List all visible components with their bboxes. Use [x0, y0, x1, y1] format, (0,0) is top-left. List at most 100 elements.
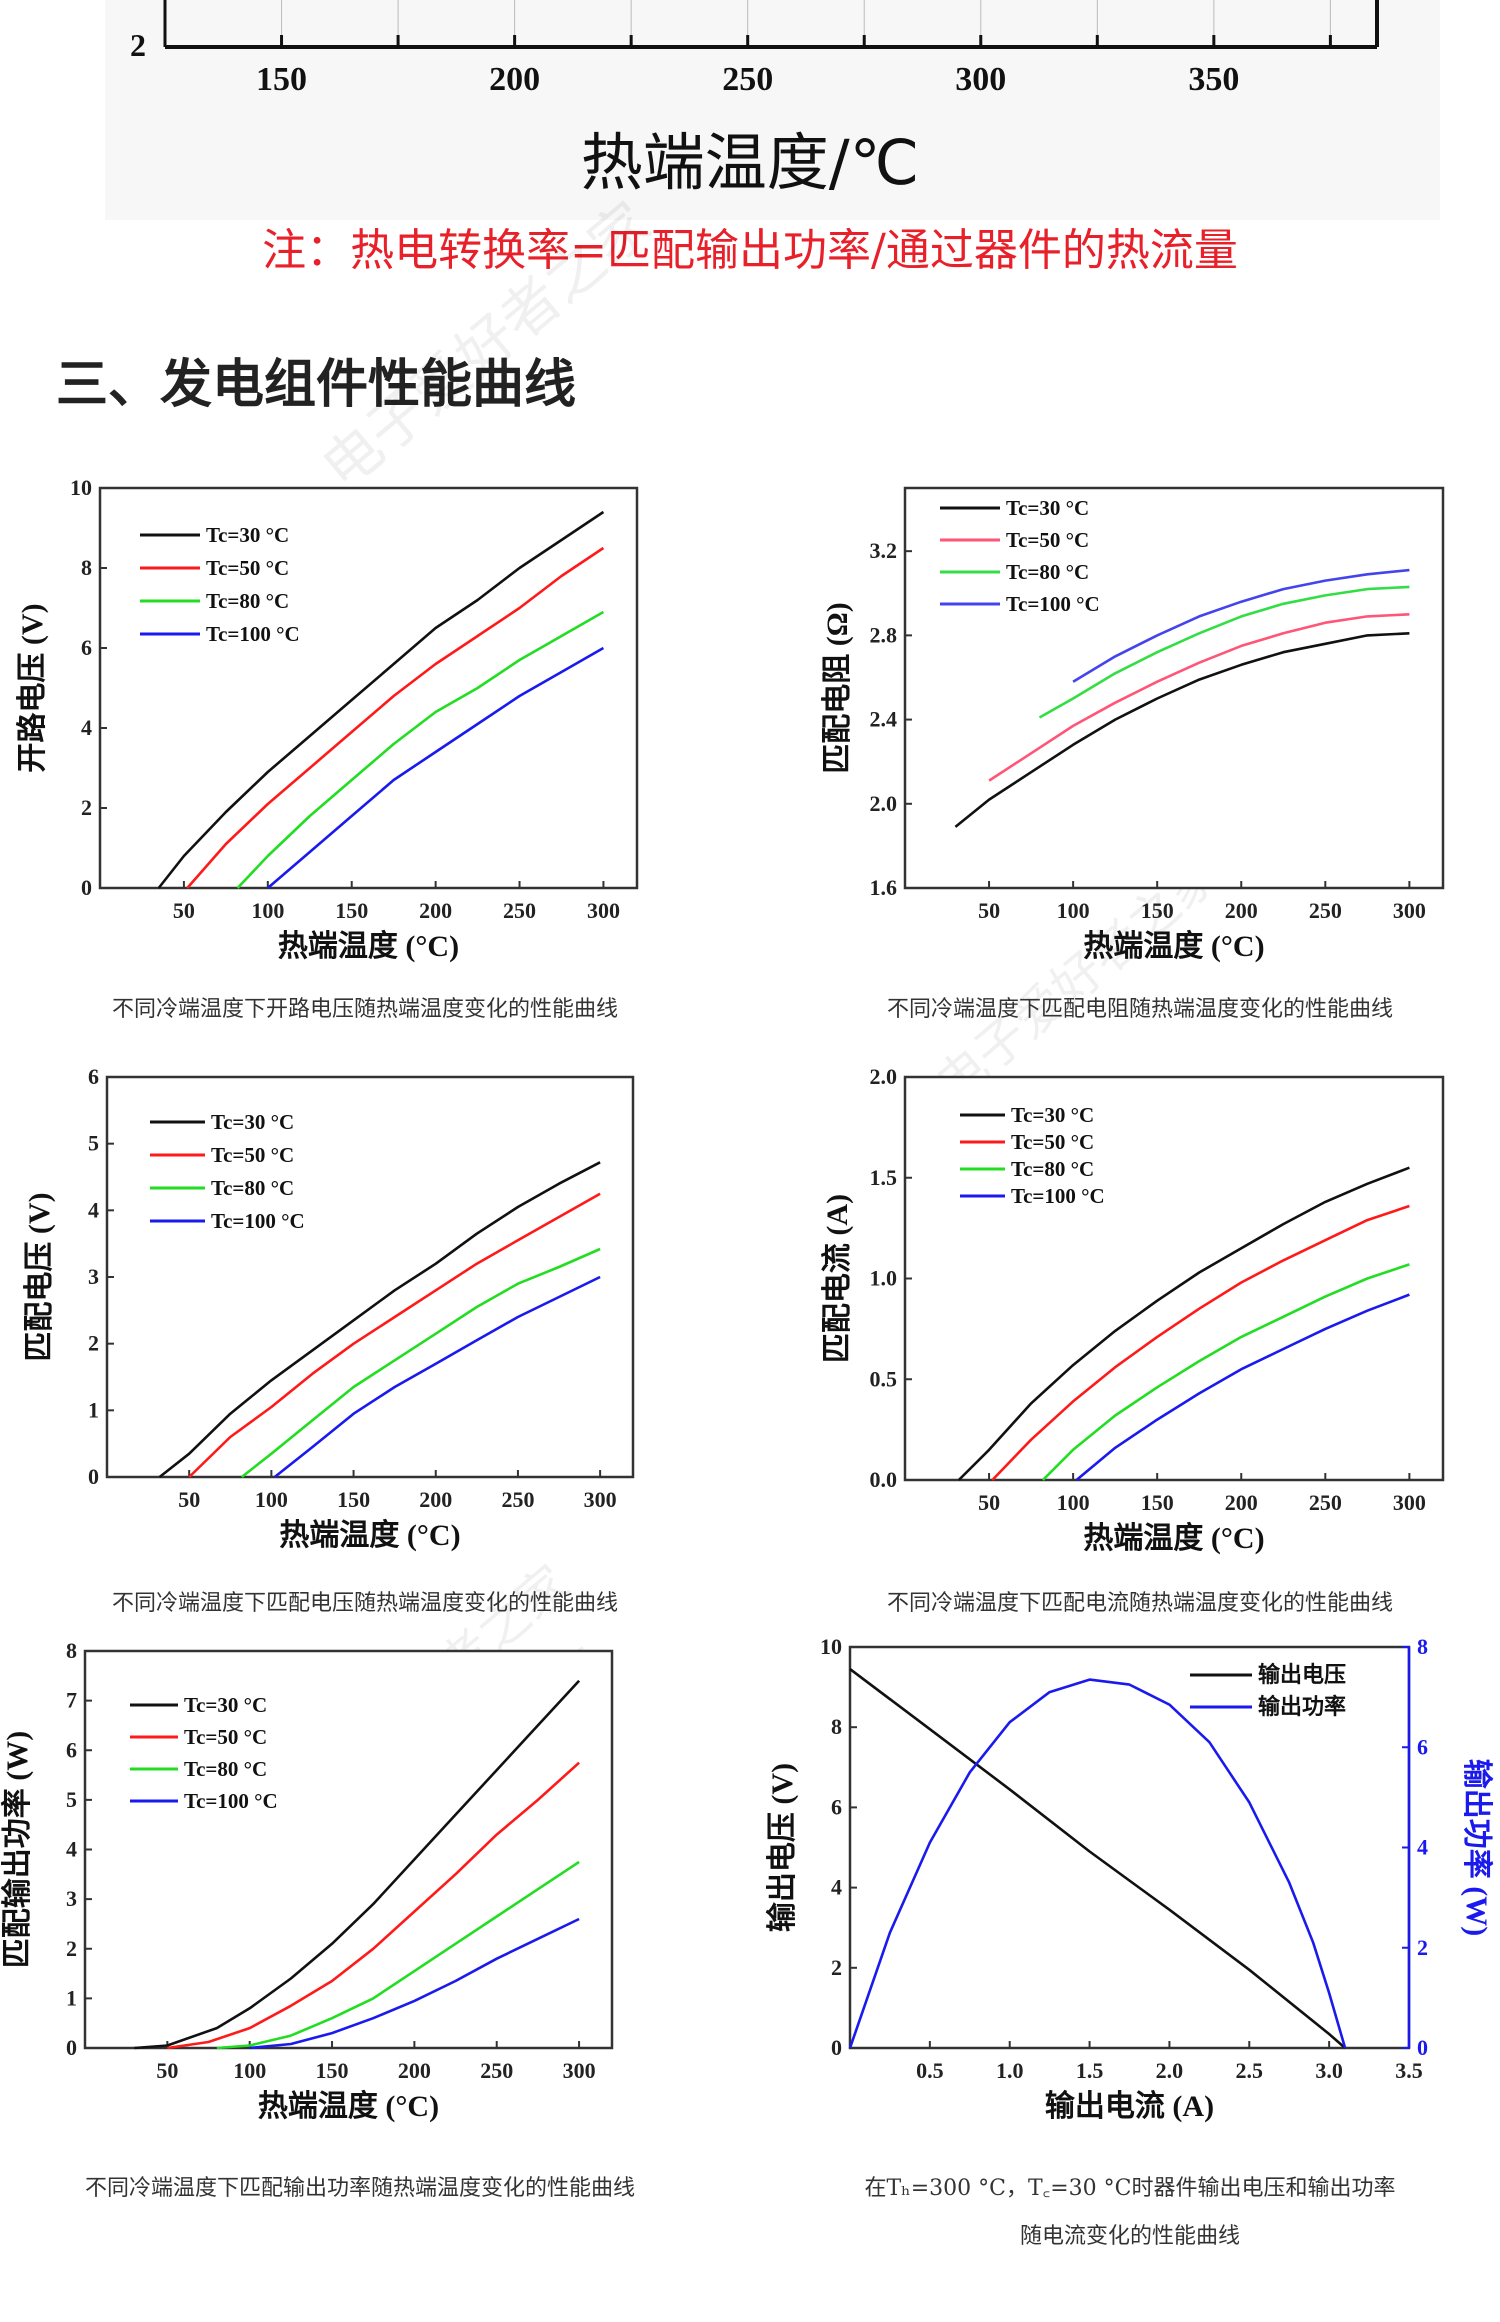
caption-chart-matched-power: 不同冷端温度下匹配输出功率随热端温度变化的性能曲线: [84, 2176, 635, 2201]
x-tick-label: 50: [978, 1490, 1000, 1515]
y-tick-label: 7: [66, 1688, 77, 1713]
y-tick-label: 4: [88, 1197, 99, 1222]
x-tick-label: 300: [584, 1487, 617, 1512]
legend-label: 输出功率: [1258, 1694, 1346, 1719]
y-tick-label: 10: [70, 475, 92, 500]
x-tick-label: 300: [1393, 1490, 1426, 1515]
series-line: [954, 632, 1410, 828]
y-tick-label: 6: [66, 1737, 77, 1762]
series-line: [167, 1761, 580, 2050]
x-tick-label: 100: [1057, 1490, 1090, 1515]
series-line: [240, 1247, 601, 1479]
x-tick-label: 50: [173, 898, 195, 923]
legend-label: Tc=30 °C: [211, 1110, 294, 1134]
y-tick-label: 0: [66, 2035, 77, 2060]
y-tick-label: 2: [81, 795, 92, 820]
x-tick-label: 200: [489, 61, 540, 98]
y2-tick-label: 4: [1417, 1835, 1428, 1860]
series-line: [216, 1860, 580, 2050]
x-tick-label: 200: [1225, 1490, 1258, 1515]
series-line: [1041, 1263, 1410, 1481]
legend-label: Tc=50 °C: [1006, 528, 1089, 552]
y-tick-label: 3.2: [870, 538, 898, 563]
x-tick-label: 200: [1225, 898, 1258, 923]
x-tick-label: 300: [587, 898, 620, 923]
efficiency-note: 注：热电转换率=匹配输出功率/通过器件的热流量: [262, 225, 1238, 276]
plot-frame: [903, 486, 1445, 890]
x-tick-label: 350: [1188, 61, 1239, 98]
y-tick-label: 2: [88, 1331, 99, 1356]
legend-label: Tc=30 °C: [206, 523, 289, 547]
y-tick-label: 2.8: [870, 622, 898, 647]
x-tick-label: 200: [419, 1487, 452, 1512]
y-axis-title: 输出电压 (V): [766, 1763, 799, 1932]
legend-label: Tc=30 °C: [1006, 496, 1089, 520]
series-line: [249, 1917, 580, 2050]
x-axis-title: 热端温度 (°C): [1083, 1522, 1264, 1555]
y2-tick-label: 0: [1417, 2035, 1428, 2060]
series-line: [186, 546, 605, 889]
y-tick-label: 4: [66, 1837, 77, 1862]
y-tick-label: 0.5: [870, 1366, 898, 1391]
y-tick-label: 4: [81, 715, 92, 740]
legend-label: Tc=50 °C: [206, 556, 289, 580]
y-tick-label: 2.0: [870, 791, 898, 816]
y2-tick-label: 6: [1417, 1734, 1428, 1759]
y-tick-label: 0: [88, 1464, 99, 1489]
y-tick-label: 8: [66, 1638, 77, 1663]
legend-label: Tc=80 °C: [1006, 560, 1089, 584]
series-line: [236, 610, 605, 889]
y2-tick-label: 2: [1417, 1935, 1428, 1960]
legend-label: Tc=50 °C: [184, 1725, 267, 1749]
legend-label: Tc=30 °C: [184, 1693, 267, 1717]
series-line: [273, 1275, 601, 1479]
plot-frame: [83, 1649, 614, 2050]
legend-label: Tc=80 °C: [1011, 1157, 1094, 1181]
x-tick-label: 150: [335, 898, 368, 923]
x-tick-label: 250: [722, 61, 773, 98]
legend-label: Tc=100 °C: [211, 1209, 305, 1233]
plot-frame: [98, 486, 639, 890]
series-line: [134, 1679, 581, 2050]
y-tick-label: 0: [81, 875, 92, 900]
y-tick-label: 10: [820, 1634, 842, 1659]
caption-chart-matched-voltage: 不同冷端温度下匹配电压随热端温度变化的性能曲线: [111, 1591, 618, 1616]
legend-label: Tc=80 °C: [184, 1757, 267, 1781]
x-tick-label: 2.0: [1156, 2058, 1184, 2083]
x-tick-label: 0.5: [916, 2058, 944, 2083]
y-tick-label: 1: [66, 1985, 77, 2010]
y-tick-label: 1.5: [870, 1165, 898, 1190]
y-tick-label: 2: [831, 1955, 842, 1980]
previous-chart-x-title: 热端温度/℃: [580, 126, 920, 199]
x-tick-label: 100: [251, 898, 284, 923]
y-tick-label: 3: [88, 1264, 99, 1289]
legend-label: Tc=100 °C: [184, 1789, 278, 1813]
y-axis-title: 匹配电阻 (Ω): [821, 602, 854, 774]
x-tick-label: 100: [1057, 898, 1090, 923]
y-tick-label: 5: [88, 1131, 99, 1156]
y-tick-label: 6: [88, 1064, 99, 1089]
series-line: [957, 1166, 1410, 1481]
series-line: [1075, 1293, 1410, 1481]
x-tick-marks: [280, 0, 1332, 47]
series-line: [266, 646, 605, 889]
x-axis-title: 热端温度 (°C): [278, 930, 459, 963]
y-tick-label: 3: [66, 1886, 77, 1911]
y-axis-title: 开路电压 (V): [16, 603, 49, 772]
y2-tick-label: 8: [1417, 1634, 1428, 1659]
series-line: [1038, 585, 1410, 719]
caption-chart-output-iv-line2: 随电流变化的性能曲线: [1019, 2224, 1240, 2249]
y-tick-label: 5: [66, 1787, 77, 1812]
x-axis-title: 热端温度 (°C): [1083, 930, 1264, 963]
series-line: [1072, 568, 1410, 683]
y-tick-label: 1: [88, 1397, 99, 1422]
x-axis-title: 输出电流 (A): [1045, 2090, 1214, 2123]
x-tick-label: 300: [563, 2058, 596, 2083]
caption-chart-matched-current: 不同冷端温度下匹配电流随热端温度变化的性能曲线: [886, 1591, 1393, 1616]
y-axis-title: 匹配电压 (V): [23, 1192, 56, 1361]
x-tick-label: 200: [419, 898, 452, 923]
y-tick-label: 0.0: [870, 1467, 898, 1492]
plot-frame: [848, 1645, 1411, 2050]
legend-label: Tc=80 °C: [206, 589, 289, 613]
